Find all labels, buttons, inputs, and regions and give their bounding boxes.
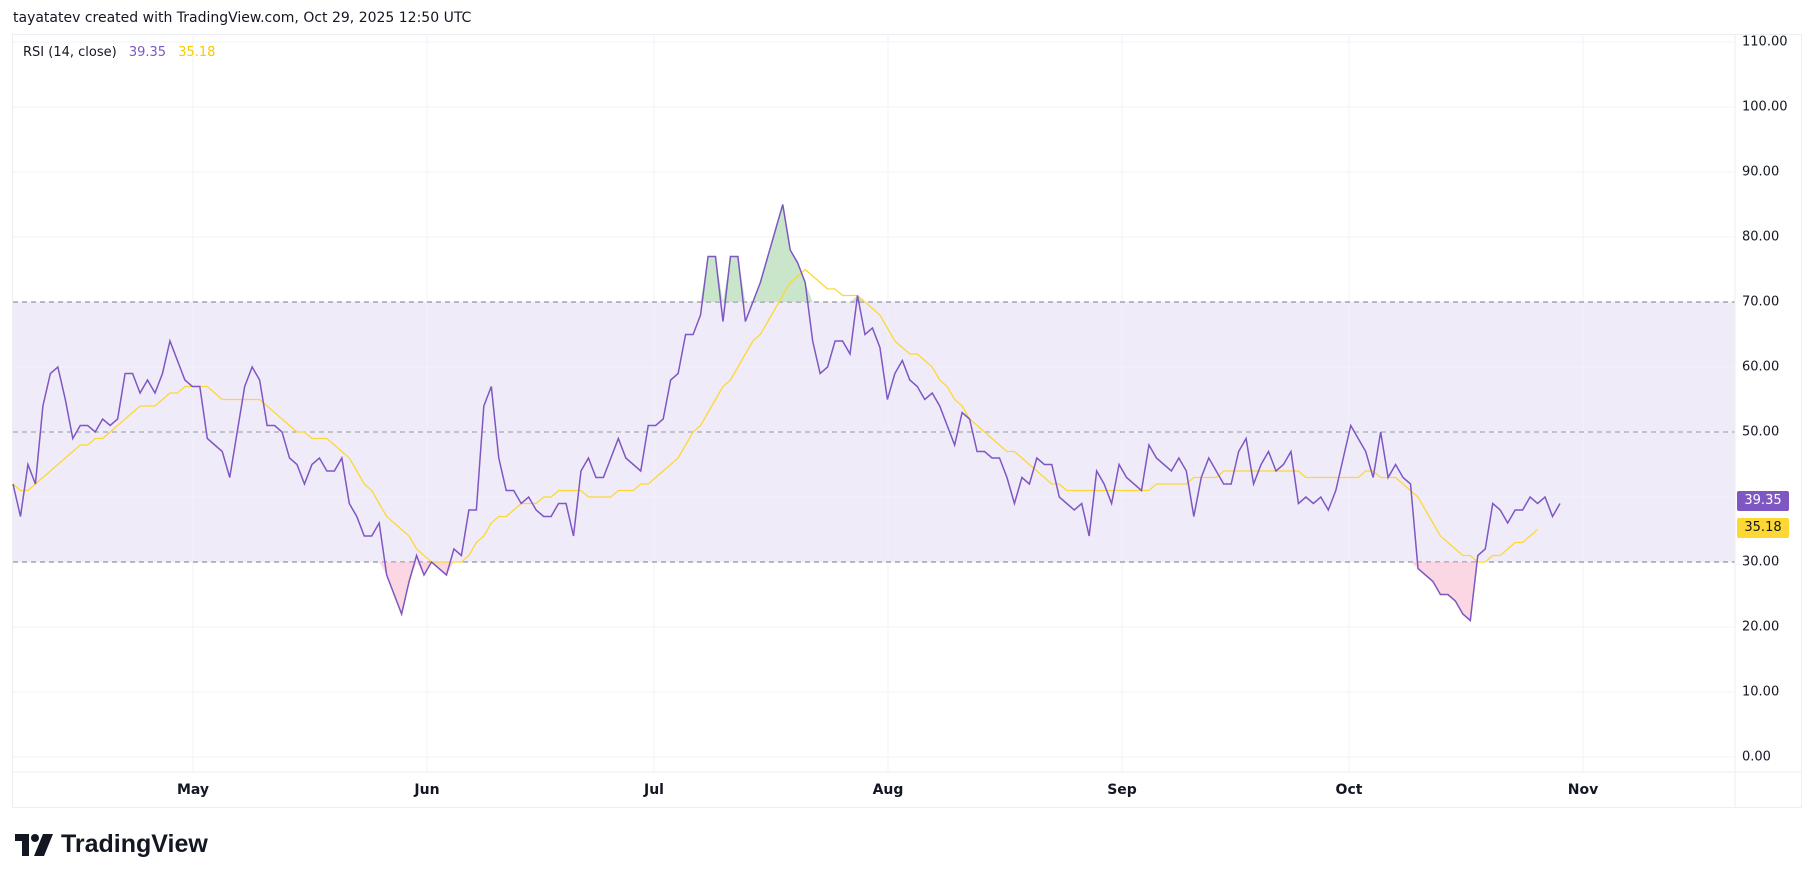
chart-pane[interactable] (12, 34, 1802, 808)
ma-legend-value: 35.18 (178, 45, 216, 60)
attribution-text: tayatatev created with TradingView.com, … (13, 10, 472, 26)
x-axis-label: Nov (1567, 782, 1599, 798)
rsi-line (12, 204, 1561, 623)
tradingview-logo[interactable]: TradingView (15, 830, 208, 859)
x-axis-label: Aug (872, 782, 904, 798)
y-axis-label: 30.00 (1742, 554, 1780, 570)
oversold-fill (13, 562, 1560, 621)
y-axis-label: 10.00 (1742, 684, 1780, 700)
x-axis-label: Sep (1107, 782, 1137, 798)
x-axis-label: May (176, 782, 210, 798)
tradingview-logo-icon (15, 833, 53, 856)
y-axis-label: 70.00 (1742, 294, 1780, 310)
y-axis-label: 110.00 (1742, 34, 1788, 50)
overbought-fill (13, 204, 1560, 302)
y-axis-label: 90.00 (1742, 164, 1780, 180)
x-axis-label: Jul (644, 782, 664, 798)
rsi-value-badge: 39.35 (1737, 491, 1789, 511)
indicator-name: RSI (14, close) (23, 45, 117, 60)
y-axis-label: 50.00 (1742, 424, 1780, 440)
x-axis-label: Jun (414, 782, 440, 798)
ma-line (12, 268, 1539, 563)
y-axis-label: 20.00 (1742, 619, 1780, 635)
y-axis-label: 80.00 (1742, 229, 1780, 245)
ma-value-badge: 35.18 (1737, 518, 1789, 538)
tradingview-logo-text: TradingView (61, 830, 208, 858)
y-axis-label: 100.00 (1742, 99, 1788, 115)
rsi-legend-value: 39.35 (128, 45, 167, 60)
x-axis-label: Oct (1335, 782, 1363, 798)
indicator-legend[interactable]: RSI (14, close) 39.35 35.18 (23, 45, 223, 60)
y-axis-label: 60.00 (1742, 359, 1780, 375)
y-axis-label: 0.00 (1742, 749, 1771, 765)
